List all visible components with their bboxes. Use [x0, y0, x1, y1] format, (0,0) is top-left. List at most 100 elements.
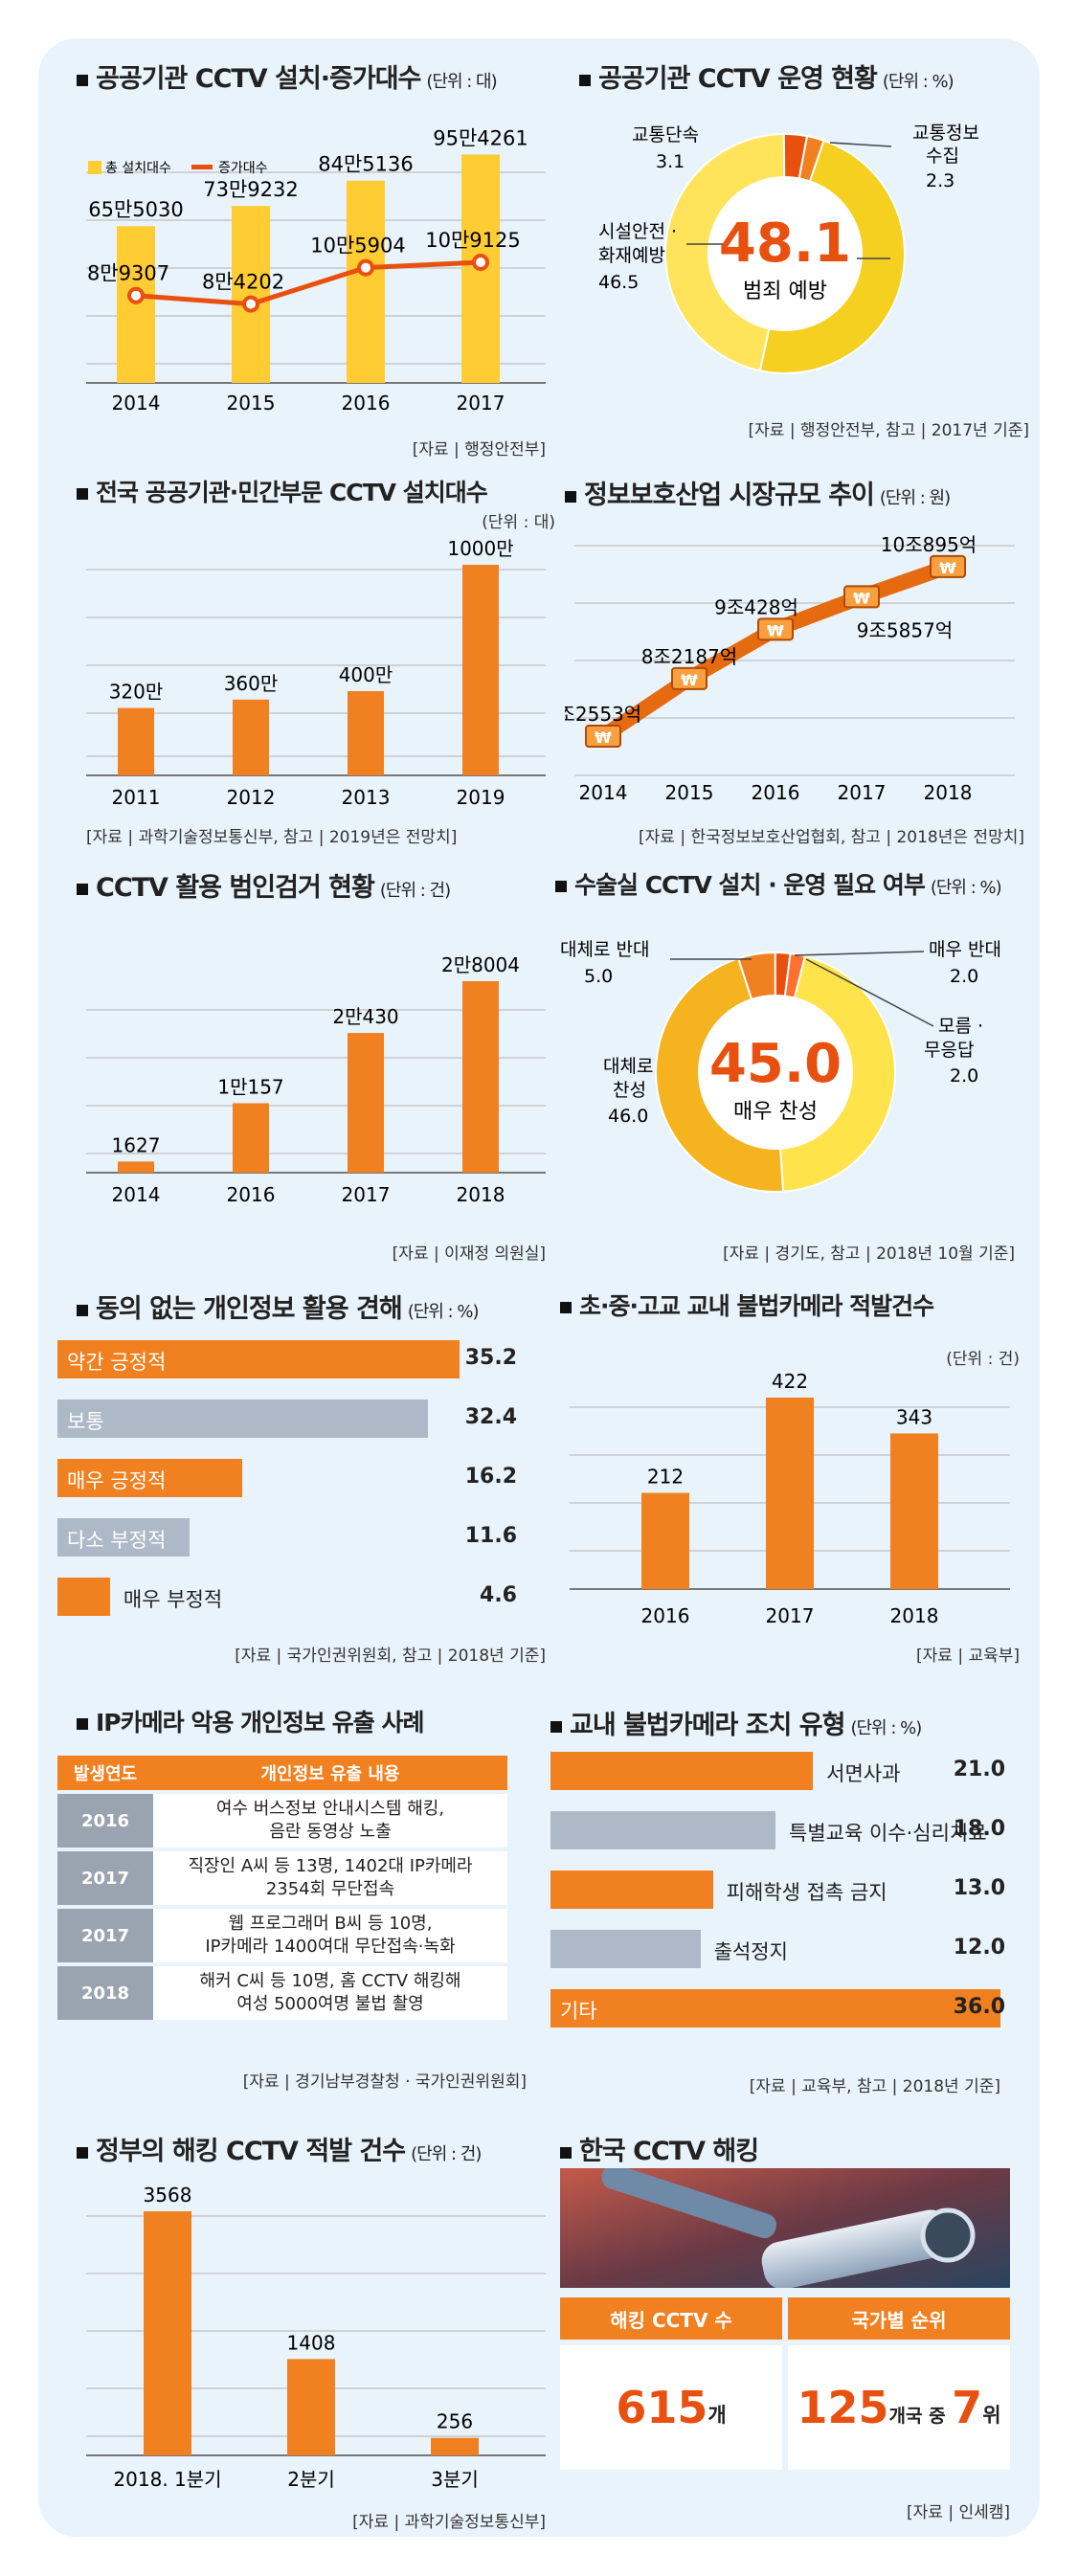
- market-chart: ₩7조2553억 2014 ₩8조2187억 2015 ₩9조428억 2016 ₩9조58…: [565, 533, 1015, 804]
- legend-increase-label: 증가대수: [218, 161, 268, 176]
- value-피해학생접촉금지: 13.0: [953, 1876, 1005, 1900]
- tick-2017: 2017: [838, 781, 887, 804]
- table-row: 2016 여수 버스정보 안내시스템 해킹, 음란 동영상 노출: [57, 1794, 507, 1848]
- label-facility-2: 화재예방: [598, 245, 665, 266]
- value-2019: 1000만: [447, 537, 513, 560]
- label-total-2016: 84만5136: [318, 153, 414, 176]
- row-description: 직장인 A씨 등 13명, 1402대 IP카메라 2354회 무단접속: [153, 1851, 507, 1905]
- bar-total-2016: [347, 180, 385, 383]
- label-increase-2016: 10만5904: [310, 235, 406, 258]
- label-increase-2014: 8만9307: [87, 262, 169, 285]
- legend-total-swatch: [88, 161, 101, 174]
- label-strongly-oppose: 매우 반대: [929, 939, 1001, 960]
- value-2014: 7조2553억: [565, 703, 641, 726]
- tick-2016: 2016: [342, 392, 391, 414]
- market-chart-panel: 정보보호산업 시장규모 추이(단위 : 원) ₩7조2553억 2014 ₩8조21…: [565, 474, 1024, 857]
- camera-arm: [601, 2168, 777, 2239]
- label-보통: 보통: [67, 1410, 104, 1433]
- value-20181분기: 3568: [144, 2184, 192, 2206]
- center-value: 45.0: [709, 1033, 842, 1095]
- bar-출석정지: [550, 1930, 701, 1968]
- row-year: 2017: [57, 1851, 153, 1905]
- consent-source: [자료 | 국가인권위원회, 참고 | 2018년 기준]: [235, 1646, 546, 1666]
- value-보통: 32.4: [464, 1405, 517, 1429]
- schoolcam-chart: 212 2016 422 2017 343 2018: [570, 1370, 1010, 1627]
- row-description: 해커 C씨 등 10명, 홈 CCTV 해킹해 여성 5000여명 불법 촬영: [153, 1966, 507, 2020]
- market-title: 정보보호산업 시장규모 추이 (단위 : 원): [565, 474, 951, 511]
- korea-source: [자료 | 인세캠]: [907, 2503, 1010, 2522]
- bar-total-2015: [232, 206, 270, 383]
- operation-source: [자료 | 행정안전부, 참고 | 2017년 기준]: [748, 421, 1030, 440]
- tick-2015: 2015: [665, 781, 714, 804]
- value-서면사과: 21.0: [953, 1758, 1005, 1781]
- point-increase-2014: [127, 286, 145, 304]
- background-panel: [38, 38, 1040, 2537]
- value-2018: 343: [896, 1405, 932, 1428]
- surgery-chart-panel: 수술실 CCTV 설치 · 운영 필요 여부 (단위 : %) 45.0 매우 찬성…: [555, 866, 1034, 1278]
- consent-title: 동의 없는 개인정보 활용 견해 (단위 : %): [77, 1288, 479, 1325]
- schoolcam-title: 초·중·고교 교내 불법카메라 적발건수: [560, 1288, 934, 1322]
- label-매우부정적: 매우 부정적: [123, 1588, 223, 1611]
- tick-2016: 2016: [752, 781, 800, 804]
- bar-3분기: [431, 2437, 479, 2455]
- tick-2011: 2011: [112, 786, 161, 809]
- korea-hacking-panel: 한국 CCTV 해킹 해킹 CCTV 수 국가별 순위 615 개 125 개국 중…: [560, 2130, 1020, 2532]
- label-traffic-info-2: 수집: [926, 146, 959, 167]
- arrests-chart-panel: CCTV 활용 범인검거 현황 (단위 : 건) 1627 2014 1만157 201…: [77, 866, 555, 1278]
- tick-2018: 2018: [457, 1183, 505, 1206]
- label-피해학생접촉금지: 피해학생 접촉 금지: [726, 1881, 887, 1904]
- label-기타: 기타: [560, 2000, 597, 2023]
- bar-특별교육이수심리치료: [550, 1811, 775, 1849]
- won-icon-2016: ₩: [767, 621, 784, 639]
- value-2016: 1만157: [217, 1075, 283, 1098]
- row-desc-line1: 여수 버스정보 안내시스템 해킹,: [215, 1799, 445, 1819]
- ipcam-col-desc: 개인정보 유출 내용: [153, 1756, 507, 1790]
- leader-traffic-info: [829, 142, 892, 147]
- value-특별교육이수심리치료: 18.0: [953, 1817, 1005, 1841]
- tick-2분기: 2분기: [287, 2468, 335, 2491]
- bar-보통: [57, 1400, 428, 1438]
- label-약간긍정적: 약간 긍정적: [67, 1351, 167, 1374]
- value-2018: 10조895억: [881, 533, 977, 556]
- tick-2014: 2014: [579, 781, 628, 804]
- bar-기타: [550, 1989, 1000, 2027]
- value-mostly-agree: 46.0: [608, 1106, 648, 1127]
- surgery-title: 수술실 CCTV 설치 · 운영 필요 여부 (단위 : %): [555, 866, 1002, 901]
- center-value: 48.1: [719, 213, 851, 275]
- sectors-chart-panel: 전국 공공기관·민간부문 CCTV 설치대수 (단위 : 대) 320만 2011…: [77, 474, 555, 857]
- row-year: 2018: [57, 1966, 153, 2020]
- bar-피해학생접촉금지: [550, 1870, 713, 1909]
- value-기타: 36.0: [953, 1995, 1005, 2019]
- slice-범죄예방: [758, 139, 906, 374]
- legend-total-label: 총 설치대수: [105, 161, 171, 176]
- bar-2018: [890, 1433, 938, 1589]
- camera-lens: [920, 2207, 976, 2263]
- tick-2014: 2014: [112, 1183, 161, 1206]
- install-title: 공공기관 CCTV 설치·증가대수 (단위 : 대): [77, 57, 498, 95]
- label-매우긍정적: 매우 긍정적: [67, 1469, 167, 1492]
- table-row: 2018 해커 C씨 등 10명, 홈 CCTV 해킹해 여성 5000여명 불법 …: [57, 1966, 507, 2020]
- bar-2016: [233, 1103, 269, 1173]
- label-서면사과: 서면사과: [826, 1762, 901, 1785]
- value-mostly-oppose: 5.0: [584, 966, 613, 987]
- tick-2018: 2018: [890, 1604, 939, 1627]
- row-desc-line1: 직장인 A씨 등 13명, 1402대 IP카메라: [188, 1856, 473, 1876]
- center-label: 범죄 예방: [743, 280, 827, 303]
- won-icon-2018: ₩: [939, 559, 956, 577]
- leader-strongly-oppose: [794, 951, 925, 956]
- center-label: 매우 찬성: [733, 1100, 818, 1124]
- point-increase-2017: [472, 254, 489, 272]
- operation-title: 공공기관 CCTV 운영 현황 (단위 : %): [579, 57, 954, 95]
- sectors-chart: 320만 2011 360만 2012 400만 2013 1000만 2019: [86, 537, 546, 809]
- point-2016: [757, 617, 794, 641]
- row-desc-line1: 해커 C씨 등 10명, 홈 CCTV 해킹해: [199, 1971, 461, 1991]
- point-increase-2016: [357, 258, 374, 277]
- ipcam-table: 발생연도 개인정보 유출 내용 2016 여수 버스정보 안내시스템 해킹, 음란 …: [57, 1752, 507, 2024]
- tick-2013: 2013: [342, 786, 391, 809]
- value-2012: 360만: [224, 672, 279, 695]
- market-source: [자료 | 한국정보보호산업협회, 참고 | 2018년은 전망치]: [639, 828, 1024, 847]
- ipcam-panel: IP카메라 악용 개인정보 유출 사례 발생연도 개인정보 유출 내용 2016…: [57, 1704, 555, 2106]
- value-3분기: 256: [437, 2410, 473, 2433]
- row-desc-line1: 웹 프로그래머 B씨 등 10명,: [228, 1914, 433, 1934]
